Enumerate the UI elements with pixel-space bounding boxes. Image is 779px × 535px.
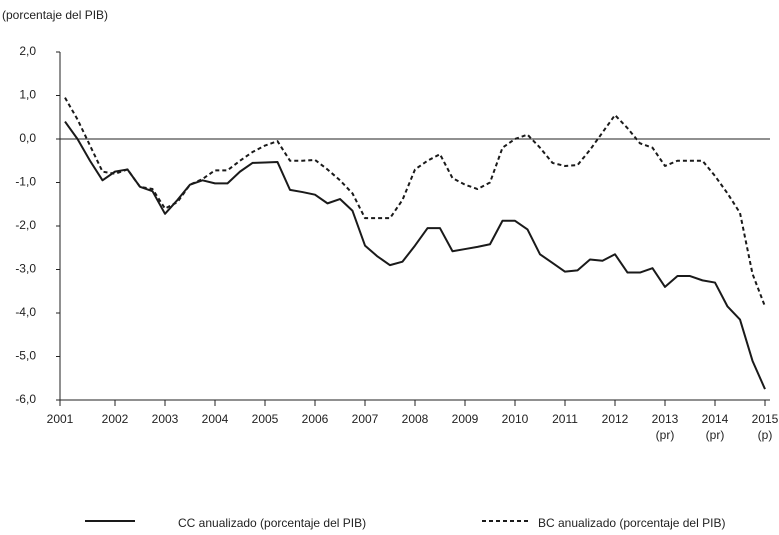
x-tick-label: 2011 [552, 412, 578, 426]
y-tick-label: 0,0 [19, 131, 36, 145]
x-tick-label: 2012 [602, 412, 629, 426]
y-tick-label: -4,0 [15, 305, 36, 319]
x-tick-label: 2009 [452, 412, 479, 426]
unit-label: (porcentaje del PIB) [2, 8, 108, 22]
x-tick-label: 2014 (pr) [702, 412, 729, 442]
legend-label: CC anualizado (porcentaje del PIB) [178, 516, 366, 530]
x-tick-label: 2004 [202, 412, 229, 426]
x-tick-label: 2003 [152, 412, 179, 426]
x-tick-label: 2008 [402, 412, 429, 426]
legend-label: BC anualizado (porcentaje del PIB) [538, 516, 725, 530]
y-tick-label: 1,0 [19, 88, 36, 102]
x-tick-label: 2002 [102, 412, 129, 426]
y-tick-label: -2,0 [15, 218, 36, 232]
x-tick-label: 2013 (pr) [652, 412, 679, 442]
x-tick-label: 2006 [302, 412, 329, 426]
x-tick-label: 2007 [352, 412, 379, 426]
y-tick-label: -1,0 [15, 175, 36, 189]
x-tick-label: 2005 [252, 412, 279, 426]
series-line [64, 97, 766, 307]
y-tick-label: -3,0 [15, 262, 36, 276]
y-tick-label: -6,0 [15, 392, 36, 406]
series-line [64, 121, 766, 390]
x-tick-label: 2015 (p) [752, 412, 779, 442]
x-tick-label: 2010 [502, 412, 529, 426]
y-tick-label: -5,0 [15, 349, 36, 363]
y-tick-label: 2,0 [19, 44, 36, 58]
x-tick-label: 2001 [47, 412, 74, 426]
